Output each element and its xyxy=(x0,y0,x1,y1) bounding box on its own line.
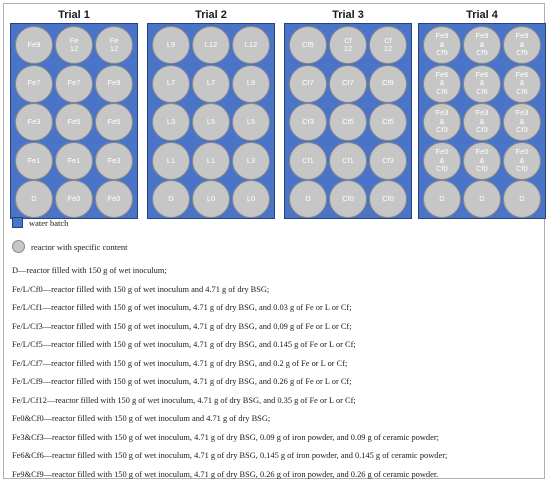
reactor-circle: Cf0 xyxy=(329,180,367,219)
reactor-circle: Cf7 xyxy=(289,64,327,103)
trial-title: Trial 2 xyxy=(195,9,227,21)
reactor-circle: L0 xyxy=(232,180,270,219)
reactor-circle: Cf 12 xyxy=(369,26,407,64)
reactor-circle: Fe3 & Cf3 xyxy=(503,103,541,142)
description-list: D—reactor filled with 150 g of wet inocu… xyxy=(12,262,542,484)
reactor-circle: Fe0 & Cf0 xyxy=(423,141,461,180)
reactor-circle: Cf5 xyxy=(369,103,407,142)
legend-label: reactor with specific content xyxy=(31,241,128,252)
reactor-circle: Fe6 & Cf6 xyxy=(463,64,501,103)
reactor-circle: D xyxy=(152,180,190,219)
description-line: Fe6&Cf6—reactor filled with 150 g of wet… xyxy=(12,451,448,460)
legend-reactor: reactor with specific content xyxy=(12,240,128,253)
reactor-circle: Fe7 xyxy=(15,64,53,103)
reactor-circle: D xyxy=(15,180,53,219)
trial-title: Trial 3 xyxy=(332,9,364,21)
description-line: Fe9&Cf9—reactor filled with 150 g of wet… xyxy=(12,469,439,479)
reactor-circle: D xyxy=(463,180,501,219)
description-line: Fe/L/Cf9—reactor filled with 150 g of we… xyxy=(12,377,352,386)
reactor-circle: Fe3 & Cf3 xyxy=(463,103,501,142)
reactor-circle: Cf1 xyxy=(289,141,327,180)
reactor-circle: D xyxy=(503,180,541,219)
reactor-circle: L5 xyxy=(232,103,270,142)
reactor-circle: Fe0 xyxy=(95,180,133,219)
reactor-circle: Cf7 xyxy=(329,64,367,103)
trial-4-panel: Trial 4 Fe9 & Cf9 Fe9 & Cf9 Fe9 & Cf9 Fe6 &… xyxy=(418,8,546,219)
description-line: D—reactor filled with 150 g of wet inocu… xyxy=(12,266,167,275)
water-batch-swatch xyxy=(12,217,23,228)
trial-title: Trial 4 xyxy=(466,9,498,21)
reactor-circle: Fe9 xyxy=(15,26,53,64)
reactor-circle: Fe1 xyxy=(15,141,53,180)
reactor-circle: L1 xyxy=(192,141,230,180)
trial-1-panel: Trial 1 Fe9 Fe 12 Fe 12 Fe7 Fe7 Fe9 Fe3 Fe5 Fe5 F… xyxy=(10,8,138,219)
reactor-circle: Cf3 xyxy=(289,103,327,142)
reactor-circle: L12 xyxy=(192,26,230,64)
water-batch-tray: Fe9 & Cf9 Fe9 & Cf9 Fe9 & Cf9 Fe6 & Cf6 Fe6 … xyxy=(418,23,546,219)
reactor-circle: Fe3 xyxy=(15,103,53,142)
reactor-circle: Fe7 xyxy=(55,64,93,103)
reactor-circle: L7 xyxy=(152,64,190,103)
reactor-circle: L9 xyxy=(152,26,190,64)
reactor-circle: Cf3 xyxy=(369,141,407,180)
reactor-circle: Cf5 xyxy=(329,103,367,142)
trial-3-panel: Trial 3 Cf9 Cf 12 Cf 12 Cf7 Cf7 Cf9 Cf3 Cf5 Cf5 C… xyxy=(284,8,412,219)
reactor-circle: Fe3 xyxy=(95,141,133,180)
description-line: Fe3&Cf3—reactor filled with 150 g of wet… xyxy=(12,432,439,442)
legend-label: water batch xyxy=(29,217,69,228)
reactor-circle: Fe 12 xyxy=(95,26,133,64)
water-batch-tray: L9 L12 L12 L7 L7 L9 L3 L5 L5 L1 L1 L3 D L0 L0 xyxy=(147,23,275,219)
reactor-circle: Cf 12 xyxy=(329,26,367,64)
legend-water-batch: water batch xyxy=(12,217,68,228)
reactor-circle: L12 xyxy=(232,26,270,64)
description-line: Fe/L/Cf12—reactor filled with 150 g of w… xyxy=(12,395,356,405)
reactor-circle: Fe9 & Cf9 xyxy=(423,26,461,64)
reactor-circle: Cf9 xyxy=(289,26,327,64)
reactor-circle: L9 xyxy=(232,64,270,103)
description-line: Fe/L/Cf3—reactor filled with 150 g of we… xyxy=(12,321,352,331)
reactor-circle: Cf0 xyxy=(369,180,407,219)
description-line: Fe/L/Cf1—reactor filled with 150 g of we… xyxy=(12,303,352,312)
reactor-circle: Fe5 xyxy=(95,103,133,142)
reactor-circle: Fe9 & Cf9 xyxy=(463,26,501,64)
reactor-circle: L3 xyxy=(152,103,190,142)
reactor-circle: L1 xyxy=(152,141,190,180)
reactor-circle: D xyxy=(289,180,327,219)
description-line: Fe0&Cf0—reactor filled with 150 g of wet… xyxy=(12,414,271,423)
reactor-circle: Fe5 xyxy=(55,103,93,142)
trial-title: Trial 1 xyxy=(58,9,90,21)
reactor-circle: Fe0 xyxy=(55,180,93,219)
reactor-circle: L7 xyxy=(192,64,230,103)
reactor-circle: Fe9 xyxy=(95,64,133,103)
description-line: Fe/L/Cf5—reactor filled with 150 g of we… xyxy=(12,340,356,349)
reactor-circle: Fe 12 xyxy=(55,26,93,64)
reactor-circle: Cf1 xyxy=(329,141,367,180)
water-batch-tray: Cf9 Cf 12 Cf 12 Cf7 Cf7 Cf9 Cf3 Cf5 Cf5 Cf1 Cf1 Cf3… xyxy=(284,23,412,219)
reactor-circle: L5 xyxy=(192,103,230,142)
figure-frame: Trial 1 Fe9 Fe 12 Fe 12 Fe7 Fe7 Fe9 Fe3 Fe5 Fe5 F… xyxy=(3,3,546,479)
reactor-circle: D xyxy=(423,180,461,219)
reactor-circle: Fe0 & Cf0 xyxy=(503,141,541,180)
reactor-circle: Fe0 & Cf0 xyxy=(463,141,501,180)
reactor-circle: L0 xyxy=(192,180,230,219)
water-batch-tray: Fe9 Fe 12 Fe 12 Fe7 Fe7 Fe9 Fe3 Fe5 Fe5 Fe1 Fe1 Fe3… xyxy=(10,23,138,219)
reactor-circle: Fe1 xyxy=(55,141,93,180)
reactor-circle: Cf9 xyxy=(369,64,407,103)
trial-2-panel: Trial 2 L9 L12 L12 L7 L7 L9 L3 L5 L5 L1 L1 L3 D L0 L0 xyxy=(147,8,275,219)
description-line: Fe/L/Cf7—reactor filled with 150 g of we… xyxy=(12,358,348,368)
reactor-circle: Fe3 & Cf3 xyxy=(423,103,461,142)
reactor-swatch xyxy=(12,240,25,253)
reactor-circle: Fe6 & Cf6 xyxy=(503,64,541,103)
reactor-circle: Fe6 & Cf6 xyxy=(423,64,461,103)
description-line: Fe/L/Cf0—reactor filled with 150 g of we… xyxy=(12,284,270,294)
reactor-circle: L3 xyxy=(232,141,270,180)
reactor-circle: Fe9 & Cf9 xyxy=(503,26,541,64)
